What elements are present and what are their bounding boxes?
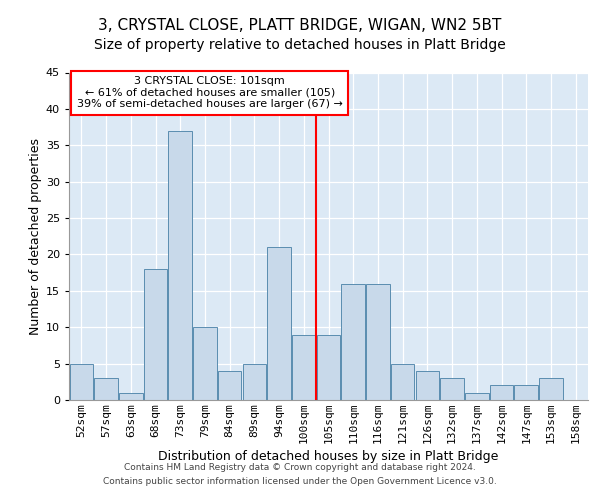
Bar	[70, 364, 93, 400]
Bar	[268, 247, 291, 400]
Bar	[218, 371, 241, 400]
Bar	[539, 378, 563, 400]
Bar	[292, 334, 316, 400]
Bar	[514, 386, 538, 400]
X-axis label: Distribution of detached houses by size in Platt Bridge: Distribution of detached houses by size …	[158, 450, 499, 463]
Bar	[341, 284, 365, 400]
Bar	[193, 327, 217, 400]
Bar	[465, 392, 488, 400]
Text: Contains HM Land Registry data © Crown copyright and database right 2024.: Contains HM Land Registry data © Crown c…	[124, 464, 476, 472]
Text: 3 CRYSTAL CLOSE: 101sqm
← 61% of detached houses are smaller (105)
39% of semi-d: 3 CRYSTAL CLOSE: 101sqm ← 61% of detache…	[77, 76, 343, 110]
Bar	[94, 378, 118, 400]
Text: Contains public sector information licensed under the Open Government Licence v3: Contains public sector information licen…	[103, 477, 497, 486]
Text: Size of property relative to detached houses in Platt Bridge: Size of property relative to detached ho…	[94, 38, 506, 52]
Bar	[490, 386, 513, 400]
Bar	[242, 364, 266, 400]
Bar	[416, 371, 439, 400]
Bar	[440, 378, 464, 400]
Bar	[144, 269, 167, 400]
Bar	[391, 364, 415, 400]
Y-axis label: Number of detached properties: Number of detached properties	[29, 138, 41, 335]
Text: 3, CRYSTAL CLOSE, PLATT BRIDGE, WIGAN, WN2 5BT: 3, CRYSTAL CLOSE, PLATT BRIDGE, WIGAN, W…	[98, 18, 502, 32]
Bar	[317, 334, 340, 400]
Bar	[169, 130, 192, 400]
Bar	[119, 392, 143, 400]
Bar	[366, 284, 389, 400]
